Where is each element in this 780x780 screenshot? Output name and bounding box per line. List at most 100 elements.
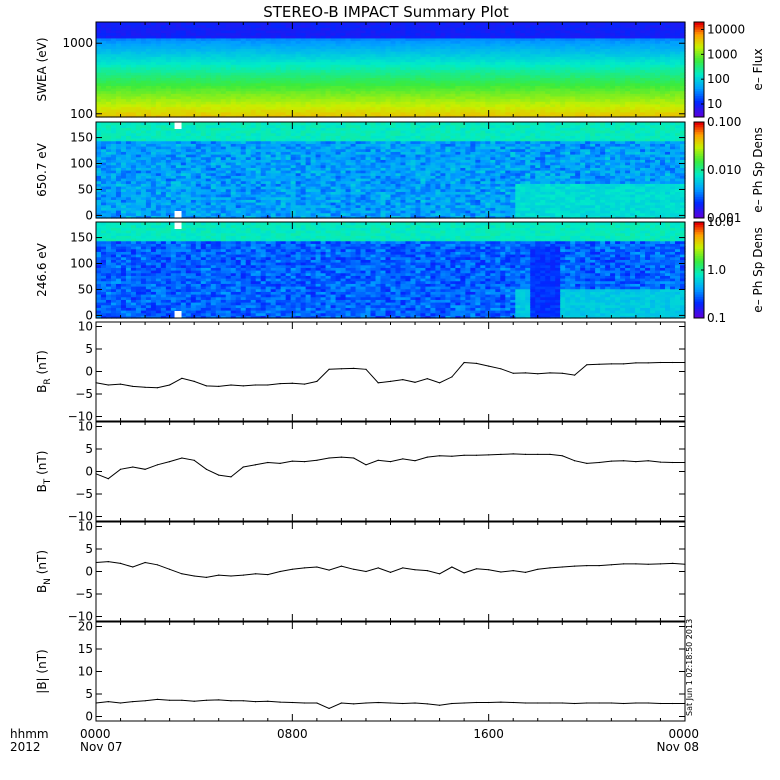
spectrogram-cell: [480, 29, 486, 34]
spectrogram-cell: [370, 90, 377, 94]
spectrogram-cell: [110, 40, 117, 44]
spectrogram-cell: [130, 82, 137, 86]
spectrogram-cell: [100, 61, 107, 65]
spectrogram-cell: [310, 98, 317, 102]
spectrogram-cell: [220, 53, 227, 57]
spectrogram-cell: [440, 103, 447, 108]
spectrogram-cell: [265, 95, 272, 100]
spectrogram-cell: [200, 45, 207, 49]
spectrogram-cell: [170, 22, 177, 26]
spectrogram-cell: [440, 80, 447, 84]
spectrogram-cell: [140, 77, 147, 81]
spectrogram-cell: [370, 58, 377, 63]
spectrogram-cell: [110, 24, 117, 28]
spectrogram-cell: [370, 72, 377, 76]
spectrogram-cell: [320, 48, 327, 52]
spectrogram-cell: [105, 56, 112, 60]
spectrogram-cell: [270, 35, 277, 39]
spectrogram-cell: [295, 111, 302, 115]
spectrogram-cell: [345, 103, 352, 108]
spectrogram-cell: [260, 74, 267, 79]
spectrogram-cell: [255, 77, 262, 81]
spectrogram-cell: [220, 27, 227, 31]
spectrogram-cell: [350, 69, 357, 73]
spectrogram-cell: [240, 56, 247, 60]
spectrogram-cell: [380, 103, 387, 108]
spectrogram-cell: [320, 111, 327, 115]
spectrogram-pad650: [96, 122, 686, 219]
spectrogram-cell: [320, 32, 327, 36]
spectrogram-cell: [150, 64, 157, 68]
spectrogram-cell: [250, 77, 257, 81]
spectrogram-cell: [410, 109, 417, 113]
spectrogram-cell: [185, 58, 192, 63]
spectrogram-cell: [265, 69, 272, 73]
spectrogram-cell: [455, 24, 461, 28]
spectrogram-cell: [160, 80, 167, 84]
spectrogram-cell: [460, 77, 466, 81]
spectrogram-cell: [255, 111, 262, 115]
spectrogram-cell: [105, 93, 112, 97]
spectrogram-cell: [355, 87, 362, 92]
spectrogram-cell: [275, 111, 282, 115]
spectrogram-cell: [225, 74, 232, 79]
spectrogram-cell: [140, 45, 147, 49]
spectrogram-cell: [210, 95, 217, 100]
spectrogram-cell: [115, 111, 122, 115]
spectrogram-cell: [160, 35, 167, 39]
spectrogram-cell: [205, 24, 212, 28]
spectrogram-cell: [360, 61, 367, 65]
spectrogram-cell: [415, 48, 422, 52]
spectrogram-cell: [125, 58, 132, 63]
spectrogram-cell: [390, 32, 397, 36]
spectrogram-cell: [470, 22, 476, 26]
spectrogram-cell: [320, 27, 327, 31]
spectrogram-cell: [125, 43, 132, 47]
spectrogram-cell: [440, 114, 447, 118]
spectrogram-cell: [210, 24, 217, 28]
spectrogram-cell: [185, 37, 192, 42]
spectrogram-cell: [245, 85, 252, 89]
spectrogram-cell: [445, 80, 451, 84]
spectrogram-cell: [220, 22, 227, 26]
spectrogram-cell: [320, 82, 327, 86]
spectrogram-cell: [190, 77, 197, 81]
spectrogram-cell: [120, 66, 127, 71]
spectrogram-cell: [370, 106, 377, 110]
spectrogram-cell: [215, 109, 222, 113]
spectrogram-cell: [360, 32, 367, 36]
spectrogram-cell: [190, 98, 197, 102]
spectrogram-cell: [185, 77, 192, 81]
spectrogram-cell: [355, 64, 362, 68]
spectrogram-cell: [240, 61, 247, 65]
spectrogram-cell: [295, 101, 302, 105]
spectrogram-cell: [250, 98, 257, 102]
spectrogram-cell: [435, 111, 442, 115]
spectrogram-cell: [385, 53, 392, 57]
spectrogram-cell: [130, 93, 137, 97]
spectrogram-cell: [285, 101, 292, 105]
spectrogram-cell: [265, 74, 272, 79]
spectrogram-cell: [480, 53, 486, 57]
spectrogram-cell: [310, 69, 317, 73]
spectrogram-cell: [270, 106, 277, 110]
spectrogram-cell: [450, 32, 456, 36]
spectrogram-cell: [445, 35, 451, 39]
spectrogram-cell: [245, 64, 252, 68]
spectrogram-cell: [265, 66, 272, 71]
spectrogram-cell: [105, 103, 112, 108]
spectrogram-cell: [305, 72, 312, 76]
spectrogram-cell: [300, 48, 307, 52]
spectrogram-cell: [405, 24, 412, 28]
spectrogram-cell: [180, 69, 187, 73]
spectrogram-cell: [295, 82, 302, 86]
spectrogram-cell: [445, 51, 451, 55]
spectrogram-cell: [350, 35, 357, 39]
spectrogram-cell: [395, 24, 402, 28]
spectrogram-cell: [300, 101, 307, 105]
spectrogram-cell: [210, 22, 217, 26]
spectrogram-cell: [220, 24, 227, 28]
spectrogram-cell: [220, 72, 227, 76]
spectrogram-cell: [455, 69, 461, 73]
spectrogram-cell: [330, 98, 337, 102]
